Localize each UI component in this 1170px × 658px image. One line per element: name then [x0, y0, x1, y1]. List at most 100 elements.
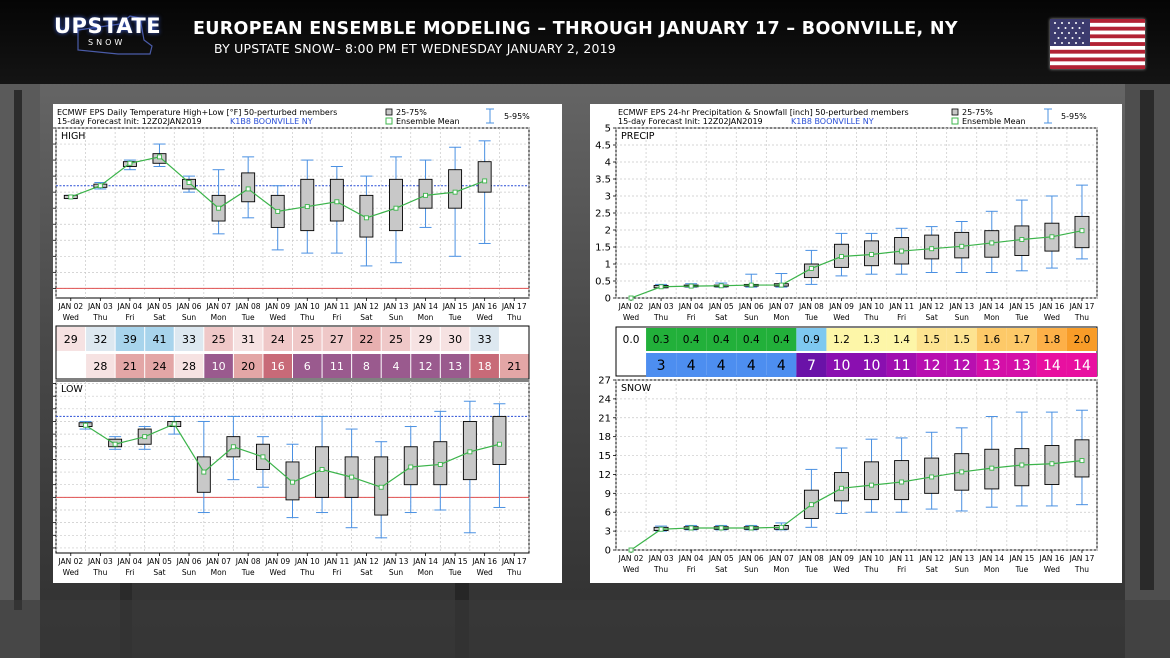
temp-legend-mean: Ensemble Mean: [396, 117, 460, 126]
high-cell-value: 41: [152, 333, 166, 346]
us-flag-icon: [1050, 19, 1145, 69]
y-tick-label: 18: [598, 432, 611, 443]
snow-cell: [766, 353, 797, 377]
precipitation-chart-svg: ECMWF EPS 24-hr Precipitation & Snowfall…: [595, 108, 1098, 574]
mean-marker: [260, 454, 266, 460]
weekday-label: Sat: [360, 313, 372, 322]
temp-station: K1B8 BOONVILLE NY: [230, 117, 313, 126]
snow-cell-value: 13: [1013, 358, 1031, 374]
x-tick-label: JAN 05: [708, 302, 734, 311]
mean-marker: [989, 240, 995, 246]
precip-cell: [646, 328, 677, 351]
x-tick-label: JAN 11: [323, 557, 349, 566]
weekday-label: Mon: [418, 568, 434, 577]
weekday-label: Wed: [476, 568, 493, 577]
legend-whisker-icon: [486, 108, 494, 124]
high-cell: [293, 327, 322, 351]
high-cell: [381, 327, 411, 351]
precip-cell-value: 0.4: [683, 334, 700, 346]
mean-marker: [959, 469, 965, 475]
precip-cell: [796, 328, 827, 351]
low-cell-value: 10: [212, 360, 226, 373]
high-cell: [56, 327, 86, 351]
high-cell-value: 33: [478, 333, 492, 346]
legend-mean-icon: [951, 117, 959, 125]
temperature-chart-svg: ECMWF EPS Daily Temperature High+Low [°F…: [53, 108, 530, 577]
x-tick-label: JAN 02: [57, 557, 83, 566]
weekday-label: Sun: [955, 565, 970, 574]
mean-marker: [839, 254, 844, 259]
x-tick-label: JAN 04: [117, 302, 143, 311]
weekday-label: Wed: [623, 565, 640, 574]
x-tick-label: JAN 04: [117, 557, 143, 566]
weekday-label: Sun: [389, 313, 404, 322]
mean-marker: [127, 160, 133, 166]
snow-cell: [826, 353, 857, 377]
weekday-label: Sat: [153, 313, 165, 322]
weekday-label: Fri: [332, 568, 341, 577]
high-cell: [145, 327, 174, 351]
box-iqr: [389, 178, 403, 232]
mean-marker: [112, 441, 118, 447]
y-tick-label: 0: [605, 546, 611, 557]
x-tick-label: JAN 17: [1069, 302, 1095, 311]
y-tick-label: 15: [598, 451, 611, 462]
temperature-panel: ECMWF EPS Daily Temperature High+Low [°F…: [53, 104, 562, 583]
mean-marker: [1079, 228, 1085, 234]
precip-cell: [886, 328, 917, 351]
low-cell-value: 18: [478, 360, 492, 373]
mean-marker: [748, 525, 754, 531]
precip-cell-value: 1.7: [1013, 334, 1030, 346]
snow-cell-value: 14: [1043, 358, 1061, 374]
mean-marker: [496, 441, 502, 447]
low-cell-value: 4: [392, 360, 399, 373]
low-cell: [233, 354, 263, 378]
weekday-label: Wed: [270, 313, 287, 322]
snow-cell-value: 4: [747, 358, 756, 374]
high-cell: [470, 327, 499, 351]
low-cell-value: 12: [419, 360, 433, 373]
weekday-label: Sun: [955, 313, 970, 322]
weekday-label: Sat: [926, 313, 938, 322]
precip-cell-value: 1.5: [923, 334, 940, 346]
mean-marker: [808, 502, 814, 508]
low-cell: [145, 354, 174, 378]
mean-marker: [839, 485, 844, 491]
low-cell-value: 20: [241, 360, 255, 373]
temp-title-line2: 15-day Forecast Init: 12Z02JAN2019: [57, 117, 202, 126]
box-iqr: [196, 456, 211, 493]
y-tick-label: 4.5: [595, 141, 611, 152]
weekday-label: Thu: [299, 568, 314, 577]
x-tick-label: JAN 13: [948, 302, 974, 311]
x-tick-label: JAN 13: [948, 554, 974, 563]
x-tick-label: JAN 04: [678, 554, 704, 563]
low-cell: [440, 354, 470, 378]
mean-marker: [216, 205, 222, 211]
snow-cell-value: 4: [687, 358, 696, 374]
x-tick-label: JAN 03: [648, 554, 674, 563]
mean-marker: [142, 434, 148, 440]
box-iqr: [864, 461, 879, 501]
temp-legend-box: 25-75%: [396, 108, 427, 117]
mean-marker: [68, 194, 74, 200]
snow-cell: [856, 353, 887, 377]
x-tick-label: JAN 10: [858, 554, 884, 563]
y-tick-label: 1.5: [595, 243, 611, 254]
weekday-label: Tue: [241, 568, 255, 577]
mean-marker: [748, 282, 754, 288]
mean-marker: [869, 252, 874, 257]
precip-chart: 0 0.5 1 1.5 2 2.5 3 3.5 4 4.5 5 PRECIP JAN 02 Wed JAN …: [595, 124, 1098, 322]
high-cell: [411, 327, 440, 351]
low-cell-value: 6: [304, 360, 311, 373]
x-tick-label: JAN 16: [1039, 302, 1065, 311]
low-cell: [204, 354, 233, 378]
precip-cell-value: 0.3: [653, 334, 670, 346]
mean-marker: [334, 199, 340, 205]
mean-marker: [245, 186, 251, 192]
mean-marker: [319, 467, 325, 472]
weekday-label: Mon: [418, 313, 434, 322]
x-tick-label: JAN 04: [678, 302, 704, 311]
x-tick-label: JAN 10: [858, 302, 884, 311]
x-tick-label: JAN 08: [235, 557, 261, 566]
weekday-label: Tue: [448, 568, 462, 577]
